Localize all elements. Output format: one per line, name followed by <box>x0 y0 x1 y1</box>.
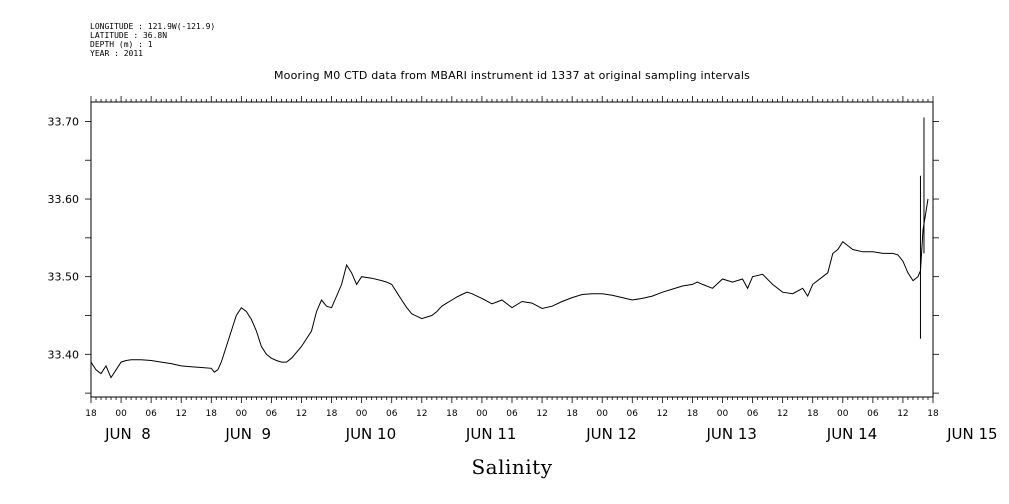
x-hour-label: 12 <box>416 409 427 419</box>
y-tick-label: 33.50 <box>48 271 80 284</box>
x-hour-label: 00 <box>356 409 368 419</box>
x-hour-label: 06 <box>266 409 278 419</box>
chart-title: Mooring M0 CTD data from MBARI instrumen… <box>273 69 751 82</box>
x-hour-label: 12 <box>296 409 307 419</box>
plot-frame <box>90 101 934 398</box>
x-hour-label: 18 <box>206 409 218 419</box>
x-hour-label: 18 <box>326 409 338 419</box>
x-hour-label: 18 <box>927 409 939 419</box>
y-tick-label: 33.70 <box>48 115 80 128</box>
x-hour-label: 06 <box>747 409 759 419</box>
x-hour-label: 12 <box>777 409 788 419</box>
x-hour-label: 18 <box>687 409 699 419</box>
x-hour-label: 18 <box>807 409 819 419</box>
x-axis-label: Salinity <box>471 455 553 479</box>
x-hour-label: 12 <box>536 409 547 419</box>
x-hour-label: 06 <box>506 409 518 419</box>
x-hour-label: 12 <box>175 409 186 419</box>
year-text: YEAR : 2011 <box>90 49 143 58</box>
x-day-label: JUN 12 <box>585 425 636 443</box>
x-hour-label: 00 <box>115 409 127 419</box>
x-hour-label: 06 <box>386 409 398 419</box>
x-hour-label: 00 <box>717 409 729 419</box>
x-hour-label: 12 <box>657 409 668 419</box>
x-day-label: JUN 10 <box>345 425 396 443</box>
x-hour-label: 06 <box>867 409 879 419</box>
x-day-label: JUN 13 <box>706 425 757 443</box>
x-hour-label: 12 <box>897 409 908 419</box>
x-day-label: JUN 8 <box>104 425 151 443</box>
x-hour-label: 00 <box>837 409 849 419</box>
depth-text: DEPTH (m) : 1 <box>90 40 153 49</box>
latitude-text: LATITUDE : 36.8N <box>90 31 168 40</box>
x-day-label: JUN 9 <box>224 425 271 443</box>
x-hour-label: 00 <box>236 409 248 419</box>
x-hour-label: 18 <box>85 409 97 419</box>
x-day-label: JUN 11 <box>465 425 516 443</box>
salinity-series-line <box>90 198 929 379</box>
metadata-block: LONGITUDE : 121.9W(-121.9) LATITUDE : 36… <box>90 22 215 58</box>
x-hour-label: 06 <box>145 409 157 419</box>
x-hour-label: 18 <box>566 409 578 419</box>
y-tick-label: 33.40 <box>48 348 80 361</box>
x-hour-label: 00 <box>476 409 488 419</box>
x-hour-label: 00 <box>596 409 608 419</box>
longitude-text: LONGITUDE : 121.9W(-121.9) <box>90 22 216 31</box>
x-day-label: JUN 15 <box>946 425 997 443</box>
x-hour-label: 06 <box>627 409 639 419</box>
x-day-label: JUN 14 <box>826 425 877 443</box>
y-tick-label: 33.60 <box>48 193 80 206</box>
x-hour-label: 18 <box>446 409 458 419</box>
